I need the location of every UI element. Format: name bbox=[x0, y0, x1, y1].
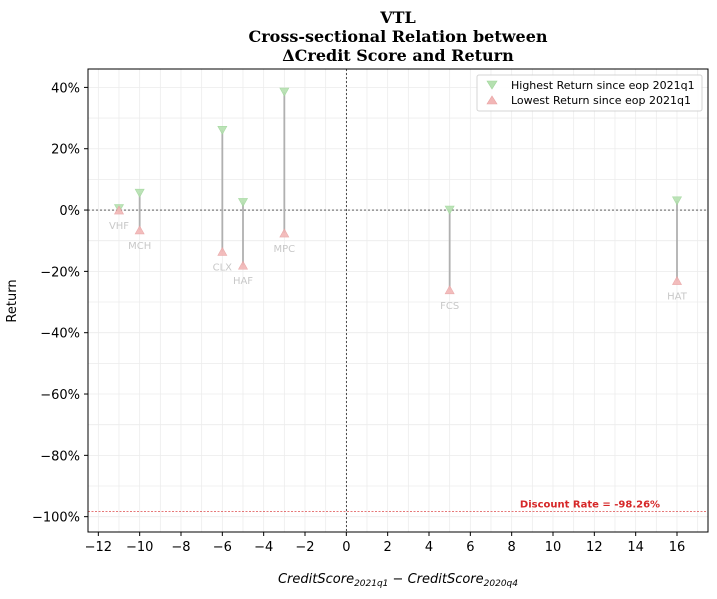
y-tick-label: 40% bbox=[51, 81, 80, 96]
point-label: CLX bbox=[213, 262, 233, 273]
x-tick-label: 10 bbox=[545, 540, 562, 555]
legend-label-lowest: Lowest Return since eop 2021q1 bbox=[511, 94, 691, 107]
point-label: HAT bbox=[667, 292, 688, 303]
axes-frame bbox=[87, 68, 709, 533]
highest-return-marker bbox=[671, 196, 683, 206]
x-tick-label: −12 bbox=[85, 540, 112, 555]
legend-marker-highest bbox=[486, 80, 498, 90]
x-label-sub-1: 2021q1 bbox=[354, 579, 388, 589]
y-tick-label: 0% bbox=[59, 204, 80, 219]
x-tick-label: 12 bbox=[586, 540, 603, 555]
x-tick-label: 4 bbox=[425, 540, 433, 555]
highest-return-marker bbox=[279, 87, 290, 97]
legend-marker-lowest bbox=[486, 95, 498, 105]
x-tick-label: 2 bbox=[384, 540, 392, 555]
legend: Highest Return since eop 2021q1 Lowest Re… bbox=[476, 74, 703, 112]
x-tick-label: 8 bbox=[508, 540, 516, 555]
lowest-return-marker bbox=[279, 228, 290, 238]
x-tick-label: −2 bbox=[295, 540, 314, 555]
point-label: MCH bbox=[128, 241, 151, 252]
title-line-1: VTL bbox=[379, 8, 416, 27]
x-axis-label: CreditScore2021q1 − CreditScore2020q4 bbox=[278, 572, 518, 589]
x-tick-label: 14 bbox=[627, 540, 644, 555]
lowest-return-marker bbox=[134, 225, 145, 235]
x-label-term-2: CreditScore bbox=[408, 572, 484, 587]
title-line-2: Cross-sectional Relation between bbox=[249, 27, 548, 46]
lowest-return-marker bbox=[217, 246, 228, 256]
y-tick-label: −100% bbox=[32, 511, 80, 526]
y-axis-label: Return bbox=[5, 279, 20, 322]
x-tick-label: 16 bbox=[669, 540, 686, 555]
highest-return-marker bbox=[134, 188, 145, 198]
x-tick-label: 0 bbox=[342, 540, 350, 555]
discount-rate-label: Discount Rate = -98.26% bbox=[520, 499, 660, 510]
x-label-minus: − bbox=[388, 572, 407, 587]
point-label: HAF bbox=[233, 276, 253, 287]
y-tick-label: −40% bbox=[40, 327, 80, 342]
chart-title: VTL Cross-sectional Relation between ΔCr… bbox=[249, 8, 548, 65]
lowest-return-marker bbox=[671, 275, 683, 285]
x-label-sub-2: 2020q4 bbox=[484, 579, 519, 589]
highest-return-marker bbox=[217, 126, 228, 135]
title-line-3: ΔCredit Score and Return bbox=[282, 46, 514, 65]
x-tick-label: 6 bbox=[466, 540, 474, 555]
y-tick-label: −20% bbox=[40, 265, 80, 280]
highest-return-marker bbox=[444, 205, 455, 215]
legend-label-highest: Highest Return since eop 2021q1 bbox=[511, 79, 695, 92]
point-label: FCS bbox=[440, 301, 459, 312]
lowest-return-marker bbox=[237, 260, 249, 270]
point-label: MPC bbox=[274, 244, 296, 255]
lowest-return-marker bbox=[444, 285, 455, 295]
x-tick-label: −10 bbox=[126, 540, 153, 555]
y-tick-label: −80% bbox=[40, 449, 80, 464]
x-tick-label: −6 bbox=[213, 540, 232, 555]
x-tick-label: −8 bbox=[171, 540, 190, 555]
point-label: VHF bbox=[109, 221, 129, 232]
lowest-return-marker bbox=[113, 205, 125, 215]
highest-return-marker bbox=[237, 198, 249, 207]
y-tick-label: −60% bbox=[40, 388, 80, 403]
x-tick-label: −4 bbox=[254, 540, 273, 555]
y-tick-label: 20% bbox=[51, 143, 80, 158]
legend-box bbox=[476, 74, 703, 112]
x-label-term-1: CreditScore bbox=[278, 572, 354, 587]
